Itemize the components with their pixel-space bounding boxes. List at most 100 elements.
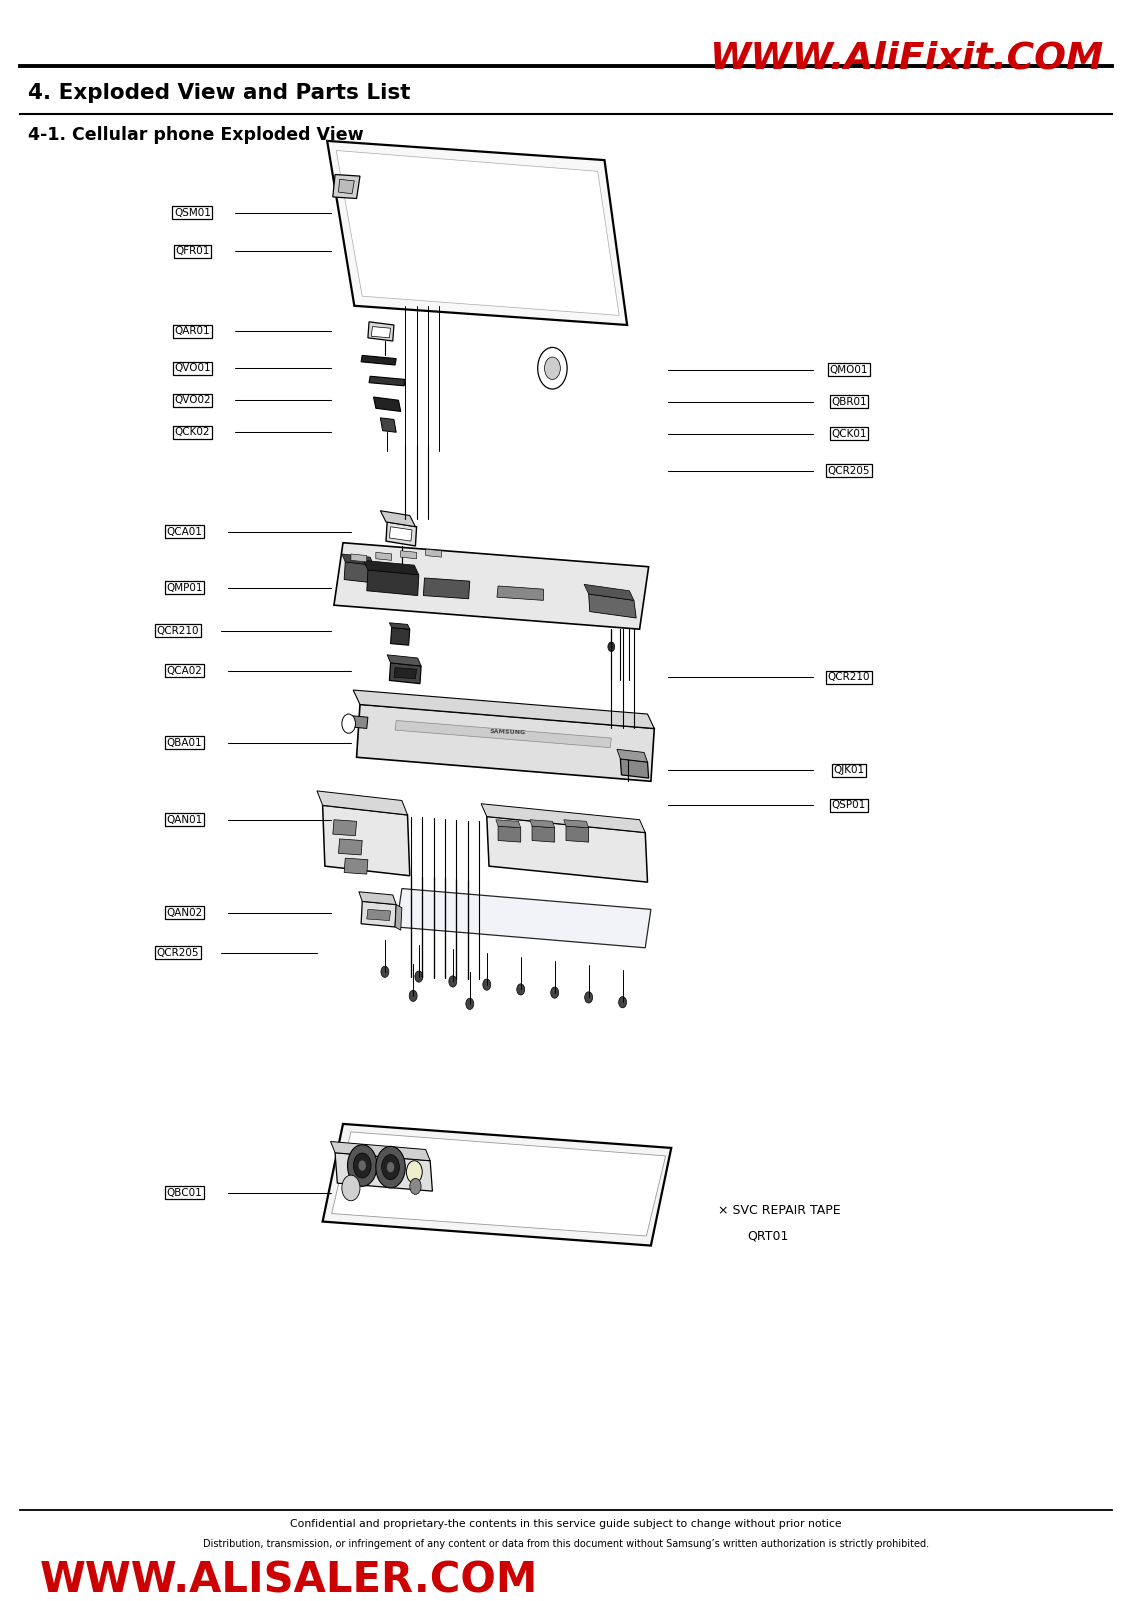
Polygon shape — [361, 901, 396, 927]
Text: QSM01: QSM01 — [174, 208, 211, 218]
Polygon shape — [333, 820, 357, 836]
Polygon shape — [401, 551, 417, 559]
Circle shape — [584, 991, 593, 1002]
Text: × SVC REPAIR TAPE: × SVC REPAIR TAPE — [718, 1204, 840, 1217]
Polygon shape — [344, 562, 374, 583]
Polygon shape — [323, 805, 410, 876]
Circle shape — [381, 1154, 400, 1180]
Text: QBR01: QBR01 — [831, 397, 867, 407]
Polygon shape — [374, 397, 401, 411]
Circle shape — [410, 1178, 421, 1194]
Circle shape — [608, 642, 615, 652]
Circle shape — [406, 1161, 422, 1183]
Polygon shape — [368, 322, 394, 341]
Text: QAN02: QAN02 — [166, 908, 203, 917]
Polygon shape — [333, 175, 360, 199]
Polygon shape — [327, 141, 627, 325]
Polygon shape — [338, 179, 354, 194]
Circle shape — [538, 347, 567, 389]
Polygon shape — [589, 594, 636, 618]
Text: QFR01: QFR01 — [175, 247, 209, 256]
Polygon shape — [395, 905, 402, 930]
Polygon shape — [389, 527, 412, 541]
Polygon shape — [394, 668, 417, 679]
Polygon shape — [342, 554, 374, 565]
Circle shape — [381, 965, 389, 977]
Polygon shape — [332, 1132, 666, 1236]
Text: QBC01: QBC01 — [166, 1188, 203, 1198]
Text: QAR01: QAR01 — [174, 327, 211, 336]
Polygon shape — [335, 1153, 432, 1191]
Circle shape — [414, 970, 422, 981]
Text: WWW.AliFixit.COM: WWW.AliFixit.COM — [711, 40, 1105, 77]
Text: QAN01: QAN01 — [166, 815, 203, 825]
Polygon shape — [317, 791, 408, 815]
Polygon shape — [532, 826, 555, 842]
Text: QRT01: QRT01 — [747, 1230, 789, 1242]
Text: Distribution, transmission, or infringement of any content or data from this doc: Distribution, transmission, or infringem… — [203, 1539, 929, 1548]
Polygon shape — [426, 549, 441, 557]
Polygon shape — [395, 720, 611, 748]
Polygon shape — [497, 586, 543, 600]
Circle shape — [482, 978, 491, 989]
Polygon shape — [331, 1142, 430, 1161]
Polygon shape — [396, 889, 651, 948]
Circle shape — [410, 989, 418, 1002]
Text: QMP01: QMP01 — [166, 583, 203, 592]
Text: WWW.ALISALER.COM: WWW.ALISALER.COM — [40, 1559, 538, 1601]
Polygon shape — [391, 628, 410, 645]
Polygon shape — [359, 892, 396, 905]
Polygon shape — [620, 759, 649, 778]
Polygon shape — [584, 584, 634, 600]
Polygon shape — [363, 560, 419, 575]
Text: Confidential and proprietary-the contents in this service guide subject to chang: Confidential and proprietary-the content… — [290, 1519, 842, 1529]
Polygon shape — [380, 511, 415, 527]
Polygon shape — [353, 690, 654, 728]
Text: 4. Exploded View and Parts List: 4. Exploded View and Parts List — [28, 83, 411, 102]
Text: 4-1. Cellular phone Exploded View: 4-1. Cellular phone Exploded View — [28, 126, 363, 144]
Circle shape — [516, 983, 525, 994]
Polygon shape — [351, 554, 367, 562]
Circle shape — [550, 986, 558, 999]
Polygon shape — [386, 522, 417, 546]
Circle shape — [353, 1153, 371, 1178]
Polygon shape — [367, 570, 419, 596]
Polygon shape — [487, 817, 648, 882]
Polygon shape — [334, 543, 649, 629]
Text: QJK01: QJK01 — [833, 765, 865, 775]
Circle shape — [387, 1162, 394, 1172]
Polygon shape — [376, 552, 392, 560]
Text: QCA02: QCA02 — [166, 666, 203, 676]
Polygon shape — [530, 820, 555, 828]
Polygon shape — [344, 858, 368, 874]
Polygon shape — [481, 804, 645, 833]
Text: QBA01: QBA01 — [166, 738, 203, 748]
Polygon shape — [323, 1124, 671, 1246]
Circle shape — [342, 714, 355, 733]
Text: QCR210: QCR210 — [827, 672, 871, 682]
Polygon shape — [350, 716, 368, 728]
Polygon shape — [338, 839, 362, 855]
Circle shape — [376, 1146, 405, 1188]
Polygon shape — [498, 826, 521, 842]
Polygon shape — [564, 820, 589, 828]
Circle shape — [448, 975, 456, 986]
Text: QCA01: QCA01 — [166, 527, 203, 536]
Polygon shape — [371, 327, 391, 338]
Circle shape — [348, 1145, 377, 1186]
Text: SAMSUNG: SAMSUNG — [489, 728, 525, 735]
Text: QCR210: QCR210 — [156, 626, 199, 636]
Polygon shape — [367, 909, 391, 921]
Polygon shape — [389, 663, 421, 684]
Circle shape — [618, 996, 627, 1009]
Polygon shape — [387, 655, 421, 666]
Polygon shape — [617, 749, 648, 762]
Polygon shape — [389, 623, 410, 629]
Text: QCK02: QCK02 — [174, 427, 211, 437]
Circle shape — [544, 357, 560, 379]
Text: QSP01: QSP01 — [832, 800, 866, 810]
Circle shape — [342, 1175, 360, 1201]
Polygon shape — [357, 704, 654, 781]
Circle shape — [466, 999, 473, 1010]
Text: QVO01: QVO01 — [174, 363, 211, 373]
